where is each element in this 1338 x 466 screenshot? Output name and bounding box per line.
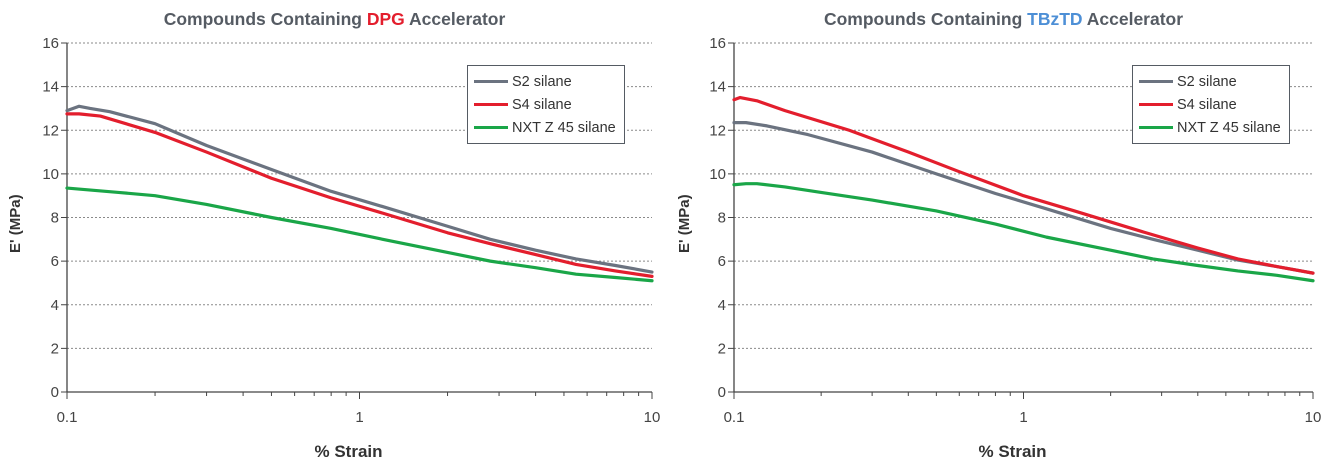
chart-panel-tbztd: 0 2 4 6 8 10 12 14 16 0.1 1 10 Compounds Containing … (669, 0, 1338, 466)
x-axis-label: % Strain (978, 442, 1047, 461)
series-line-nxt-z-45-silane (732, 182, 1315, 283)
y-tick-label: 4 (51, 297, 59, 314)
chart-svg: 0 2 4 6 8 10 12 14 16 0.1 1 10 (42, 35, 661, 426)
y-tick-label: 12 (709, 122, 726, 139)
y-tick-label: 8 (718, 210, 726, 227)
legend-label: NXT Z 45 silane (1177, 119, 1281, 136)
legend-label: S4 silane (512, 96, 572, 113)
legend-item: NXT Z 45 silane (474, 116, 616, 139)
y-tick-label: 6 (51, 253, 59, 270)
chart-title-suffix: Accelerator (1082, 9, 1184, 29)
y-tick-label: 0 (51, 384, 59, 401)
chart-svg: 0 2 4 6 8 10 12 14 16 0.1 1 10 (709, 35, 1322, 426)
legend-label: S2 silane (1177, 73, 1237, 90)
legend-label: S2 silane (512, 73, 572, 90)
legend-swatch (1139, 126, 1173, 129)
series-line-s4-silane (65, 112, 654, 278)
legend-swatch (474, 126, 508, 129)
y-tick-label: 8 (51, 210, 59, 227)
chart-panel-dpg: 0 2 4 6 8 10 12 14 16 0.1 1 10 Compounds Containing … (0, 9, 669, 461)
x-tick-label: 1 (1019, 409, 1027, 426)
legend-swatch (474, 103, 508, 106)
series-line-nxt-z-45-silane (65, 186, 654, 283)
legend-item: S2 silane (1139, 70, 1281, 93)
chart-title: Compounds Containing TBzTD Accelerator (669, 9, 1338, 30)
x-tick-label: 1 (355, 409, 363, 426)
y-tick-label: 6 (718, 253, 726, 270)
legend-item: S4 silane (474, 93, 616, 116)
chart-title-prefix: Compounds Containing (163, 9, 367, 29)
y-axis-label: E' (MPa) (7, 193, 24, 253)
y-tick-label: 16 (42, 35, 59, 52)
chart-title-suffix: Accelerator (404, 9, 506, 29)
y-tick-label: 10 (42, 166, 59, 183)
y-tick-label: 2 (51, 340, 59, 357)
x-tick-label: 0.1 (724, 409, 745, 426)
series-line-s4-silane (732, 95, 1315, 275)
chart-title-accelerator: DPG (366, 9, 405, 29)
chart-title: Compounds Containing DPG Accelerator (0, 9, 669, 30)
chart-title-prefix: Compounds Containing (823, 9, 1028, 29)
legend-swatch (1139, 103, 1173, 106)
legend-item: S4 silane (1139, 93, 1281, 116)
x-tick-label: 10 (1305, 409, 1322, 426)
y-tick-label: 12 (42, 122, 59, 139)
chart-legend: S2 silane S4 silane NXT Z 45 silane (1132, 65, 1290, 144)
chart-legend: S2 silane S4 silane NXT Z 45 silane (467, 65, 625, 144)
x-tick-label: 0.1 (57, 409, 78, 426)
legend-swatch (1139, 80, 1173, 83)
legend-item: NXT Z 45 silane (1139, 116, 1281, 139)
y-axis-label: E' (MPa) (676, 193, 693, 253)
legend-swatch (474, 80, 508, 83)
series-line-s2-silane (732, 121, 1315, 275)
legend-label: NXT Z 45 silane (512, 119, 616, 136)
y-tick-label: 14 (709, 79, 726, 96)
chart-title-accelerator: TBzTD (1027, 9, 1083, 29)
legend-label: S4 silane (1177, 96, 1237, 113)
y-tick-label: 10 (709, 166, 726, 183)
legend-item: S2 silane (474, 70, 616, 93)
y-tick-label: 4 (718, 297, 726, 314)
y-tick-label: 16 (709, 35, 726, 52)
x-axis-label: % Strain (314, 442, 383, 461)
y-tick-label: 14 (42, 79, 59, 96)
x-tick-label: 10 (644, 409, 661, 426)
y-tick-label: 0 (718, 384, 726, 401)
y-tick-label: 2 (718, 340, 726, 357)
series-line-s2-silane (65, 104, 654, 274)
